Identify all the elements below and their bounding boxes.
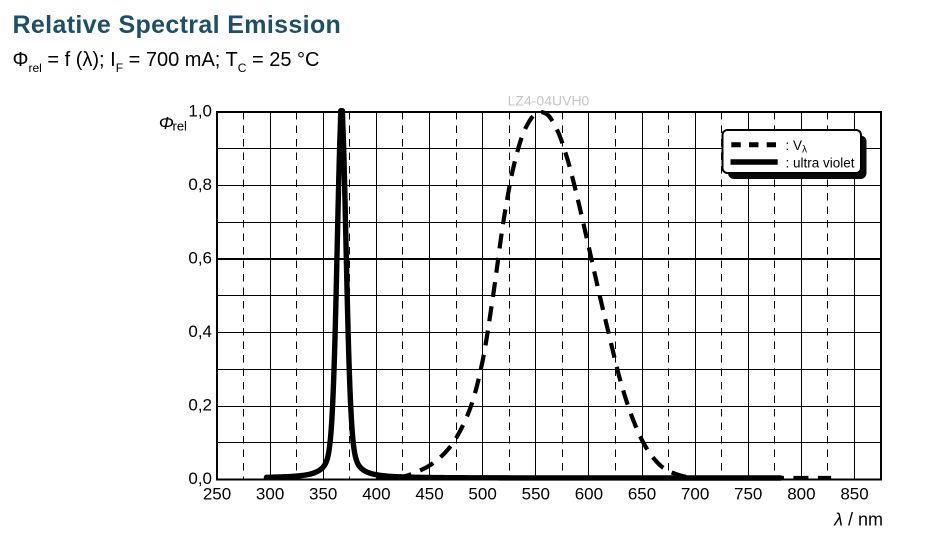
svg-text:750: 750 (734, 485, 762, 504)
svg-text:350: 350 (309, 485, 337, 504)
svg-text:850: 850 (840, 485, 868, 504)
svg-text:250: 250 (203, 485, 231, 504)
svg-text:: Vλ: : Vλ (786, 138, 808, 156)
svg-text:550: 550 (522, 485, 550, 504)
svg-text:650: 650 (628, 485, 656, 504)
svg-text:800: 800 (787, 485, 815, 504)
svg-text:400: 400 (362, 485, 390, 504)
svg-text:0,2: 0,2 (188, 395, 212, 414)
svg-text:Φrel = f (λ); IF = 700 mA; TC: Φrel = f (λ); IF = 700 mA; TC = 25 °C (13, 49, 320, 75)
svg-text:Φ: Φ (159, 113, 174, 133)
svg-text:700: 700 (681, 485, 709, 504)
svg-text:0,4: 0,4 (188, 322, 212, 341)
svg-text:0,8: 0,8 (188, 175, 212, 194)
svg-text:Relative Spectral Emission: Relative Spectral Emission (13, 11, 342, 39)
svg-text:: ultra violet: : ultra violet (786, 156, 855, 171)
svg-text:500: 500 (468, 485, 496, 504)
svg-text:450: 450 (415, 485, 443, 504)
svg-text:1,0: 1,0 (188, 101, 212, 120)
svg-text:rel: rel (173, 119, 188, 134)
svg-text:300: 300 (256, 485, 284, 504)
svg-text:λ / nm: λ / nm (833, 510, 883, 530)
svg-text:0,6: 0,6 (188, 248, 212, 267)
svg-text:0,0: 0,0 (188, 469, 212, 488)
svg-text:600: 600 (575, 485, 603, 504)
svg-text:LZ4-04UVH0: LZ4-04UVH0 (508, 93, 590, 109)
